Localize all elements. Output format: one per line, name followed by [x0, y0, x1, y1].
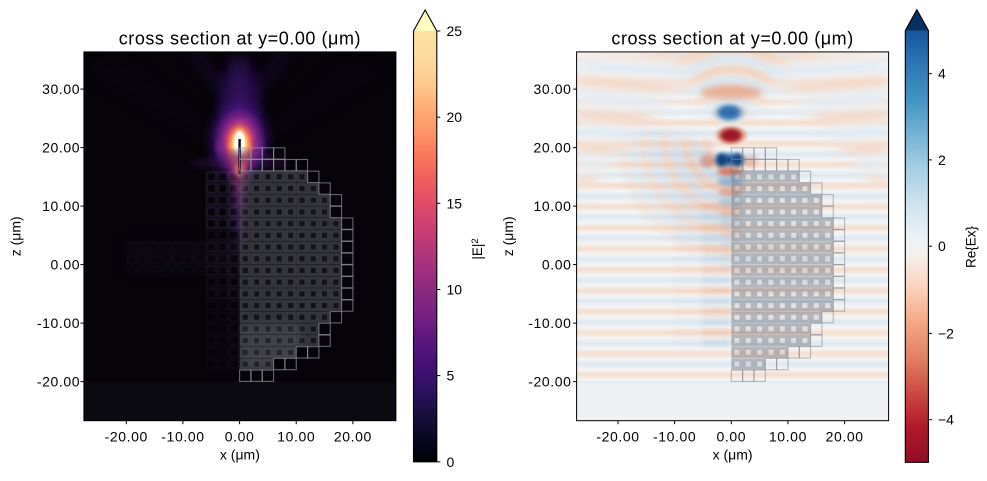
- svg-text:20.00: 20.00: [334, 428, 372, 444]
- svg-text:-10.00: -10.00: [528, 315, 571, 331]
- svg-text:30.00: 30.00: [533, 81, 571, 97]
- svg-text:20: 20: [447, 109, 463, 125]
- svg-text:Re{Ex}: Re{Ex}: [964, 225, 979, 268]
- svg-text:-10.00: -10.00: [653, 428, 696, 444]
- svg-text:0: 0: [938, 238, 946, 254]
- svg-text:10.00: 10.00: [533, 198, 571, 214]
- svg-text:5: 5: [447, 368, 455, 384]
- svg-text:cross section at y=0.00 (μm): cross section at y=0.00 (μm): [119, 29, 361, 49]
- svg-text:-20.00: -20.00: [528, 374, 571, 390]
- svg-text:cross section at y=0.00 (μm): cross section at y=0.00 (μm): [611, 29, 853, 49]
- svg-text:|E|2: |E|2: [470, 238, 485, 259]
- svg-text:10.00: 10.00: [42, 198, 80, 214]
- svg-text:0.00: 0.00: [225, 428, 255, 444]
- svg-text:z (μm): z (μm): [500, 216, 516, 256]
- svg-text:-20.00: -20.00: [37, 374, 80, 390]
- svg-text:0: 0: [447, 454, 455, 470]
- svg-text:10: 10: [447, 282, 463, 298]
- svg-text:0.00: 0.00: [51, 257, 81, 273]
- svg-text:20.00: 20.00: [533, 140, 571, 156]
- svg-text:30.00: 30.00: [42, 81, 80, 97]
- svg-text:20.00: 20.00: [42, 140, 80, 156]
- svg-text:-10.00: -10.00: [37, 315, 80, 331]
- svg-text:-20.00: -20.00: [105, 428, 148, 444]
- svg-text:-10.00: -10.00: [161, 428, 204, 444]
- svg-text:x (μm): x (μm): [713, 447, 753, 463]
- svg-text:25: 25: [447, 23, 463, 39]
- svg-text:10.00: 10.00: [769, 428, 807, 444]
- svg-text:20.00: 20.00: [826, 428, 864, 444]
- svg-text:0.00: 0.00: [716, 428, 746, 444]
- svg-text:−4: −4: [938, 412, 954, 428]
- svg-text:15: 15: [447, 195, 463, 211]
- svg-text:−2: −2: [938, 325, 954, 341]
- svg-text:-20.00: -20.00: [596, 428, 639, 444]
- svg-text:0.00: 0.00: [542, 257, 572, 273]
- svg-text:10.00: 10.00: [277, 428, 315, 444]
- svg-text:z (μm): z (μm): [8, 216, 24, 256]
- svg-text:4: 4: [938, 66, 946, 82]
- svg-text:2: 2: [938, 152, 946, 168]
- svg-text:x (μm): x (μm): [220, 447, 260, 463]
